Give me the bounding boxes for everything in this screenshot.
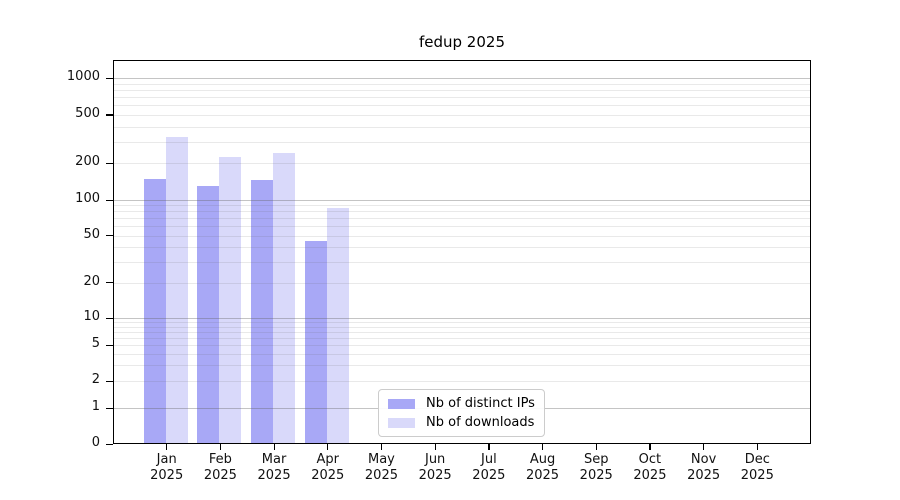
gridline-minor-80 xyxy=(114,211,810,213)
y-tick-label-50: 50 xyxy=(83,226,100,242)
x-tick-label-jan: Jan 2025 xyxy=(150,452,184,483)
x-tick-oct xyxy=(649,444,651,450)
gridline-minor-3 xyxy=(114,365,810,367)
x-tick-jan xyxy=(166,444,168,450)
y-tick-200 xyxy=(106,162,113,165)
x-tick-dec xyxy=(756,444,758,450)
x-tick-label-jun: Jun 2025 xyxy=(418,452,452,483)
bar-nb-of-downloads-mar xyxy=(273,152,296,443)
x-tick-label-mar: Mar 2025 xyxy=(257,452,291,483)
gridline-minor-40 xyxy=(114,247,810,249)
bar-nb-of-distinct-ips-mar xyxy=(251,180,274,443)
y-tick-0 xyxy=(106,443,113,445)
y-tick-100 xyxy=(106,199,113,201)
gridline-minor-200 xyxy=(114,163,810,165)
y-tick-1000 xyxy=(106,77,113,79)
y-tick-5 xyxy=(106,344,113,347)
x-tick-label-jul: Jul 2025 xyxy=(472,452,506,483)
x-tick-label-feb: Feb 2025 xyxy=(203,452,237,483)
gridline-minor-4 xyxy=(114,354,810,356)
x-tick-label-aug: Aug 2025 xyxy=(525,452,560,483)
y-tick-500 xyxy=(106,114,113,116)
y-tick-label-0: 0 xyxy=(91,435,100,450)
x-tick-aug xyxy=(542,444,544,450)
gridline-minor-60 xyxy=(114,226,810,228)
x-tick-may xyxy=(380,444,383,450)
gridline-minor-2 xyxy=(114,381,810,383)
x-tick-mar xyxy=(273,444,275,450)
legend-label-distinct-ips: Nb of distinct IPs xyxy=(426,396,535,411)
bar-nb-of-distinct-ips-feb xyxy=(197,186,220,443)
x-tick-apr xyxy=(327,444,329,450)
y-tick-10 xyxy=(106,317,113,319)
x-tick-label-dec: Dec 2025 xyxy=(740,452,774,483)
y-tick-1 xyxy=(106,407,113,409)
gridline-minor-7 xyxy=(114,332,810,334)
bar-nb-of-downloads-feb xyxy=(219,157,242,443)
gridline-minor-9 xyxy=(114,322,810,324)
bar-nb-of-downloads-jan xyxy=(165,136,188,443)
y-tick-label-5: 5 xyxy=(91,336,100,352)
gridline-minor-700 xyxy=(114,97,810,99)
x-tick-label-oct: Oct 2025 xyxy=(633,452,667,483)
x-tick-label-may: May 2025 xyxy=(364,452,398,483)
y-tick-20 xyxy=(106,282,113,284)
y-tick-label-1: 1 xyxy=(91,399,100,415)
gridline-minor-6 xyxy=(114,338,810,340)
chart-title: fedup 2025 xyxy=(418,33,505,51)
bar-nb-of-distinct-ips-jan xyxy=(143,178,166,443)
x-tick-label-sep: Sep 2025 xyxy=(579,452,613,483)
bar-nb-of-distinct-ips-apr xyxy=(304,241,327,443)
y-tick-50 xyxy=(106,235,113,237)
gridline-minor-600 xyxy=(114,105,810,107)
x-tick-sep xyxy=(595,444,597,450)
legend-item-distinct-ips: Nb of distinct IPs xyxy=(388,396,535,411)
gridline-minor-30 xyxy=(114,261,810,263)
y-tick-label-20: 20 xyxy=(83,273,100,289)
legend-label-downloads: Nb of downloads xyxy=(426,415,535,430)
x-tick-nov xyxy=(703,444,705,450)
y-tick-label-2: 2 xyxy=(91,372,100,388)
bar-nb-of-downloads-apr xyxy=(326,207,349,443)
gridline-minor-400 xyxy=(114,126,810,128)
legend-swatch-distinct-ips xyxy=(388,398,415,409)
gridline-minor-900 xyxy=(114,83,810,85)
plot-area xyxy=(113,60,811,444)
gridline-minor-500 xyxy=(114,114,810,116)
gridline-minor-70 xyxy=(114,218,810,220)
gridline-major-1000 xyxy=(114,78,810,80)
x-tick-label-nov: Nov 2025 xyxy=(687,452,721,483)
legend-item-downloads: Nb of downloads xyxy=(388,415,535,430)
gridline-minor-50 xyxy=(114,235,810,237)
gridline-minor-8 xyxy=(114,327,810,329)
gridline-minor-300 xyxy=(114,141,810,143)
y-tick-2 xyxy=(106,380,113,382)
gridline-major-10 xyxy=(114,318,810,320)
gridline-minor-5 xyxy=(114,345,810,347)
legend-swatch-downloads xyxy=(388,417,415,428)
x-tick-jul xyxy=(488,444,490,450)
y-tick-label-10: 10 xyxy=(83,309,100,325)
y-tick-label-1000: 1000 xyxy=(66,69,100,85)
gridline-minor-800 xyxy=(114,90,810,92)
y-tick-label-200: 200 xyxy=(75,154,100,170)
y-tick-label-500: 500 xyxy=(75,105,100,121)
y-tick-label-100: 100 xyxy=(75,191,100,206)
legend: Nb of distinct IPs Nb of downloads xyxy=(378,389,545,437)
gridline-minor-90 xyxy=(114,205,810,207)
x-tick-jun xyxy=(434,444,436,450)
gridline-major-100 xyxy=(114,200,810,201)
x-tick-feb xyxy=(219,444,222,450)
x-tick-label-apr: Apr 2025 xyxy=(311,452,345,483)
gridline-minor-20 xyxy=(114,282,810,284)
